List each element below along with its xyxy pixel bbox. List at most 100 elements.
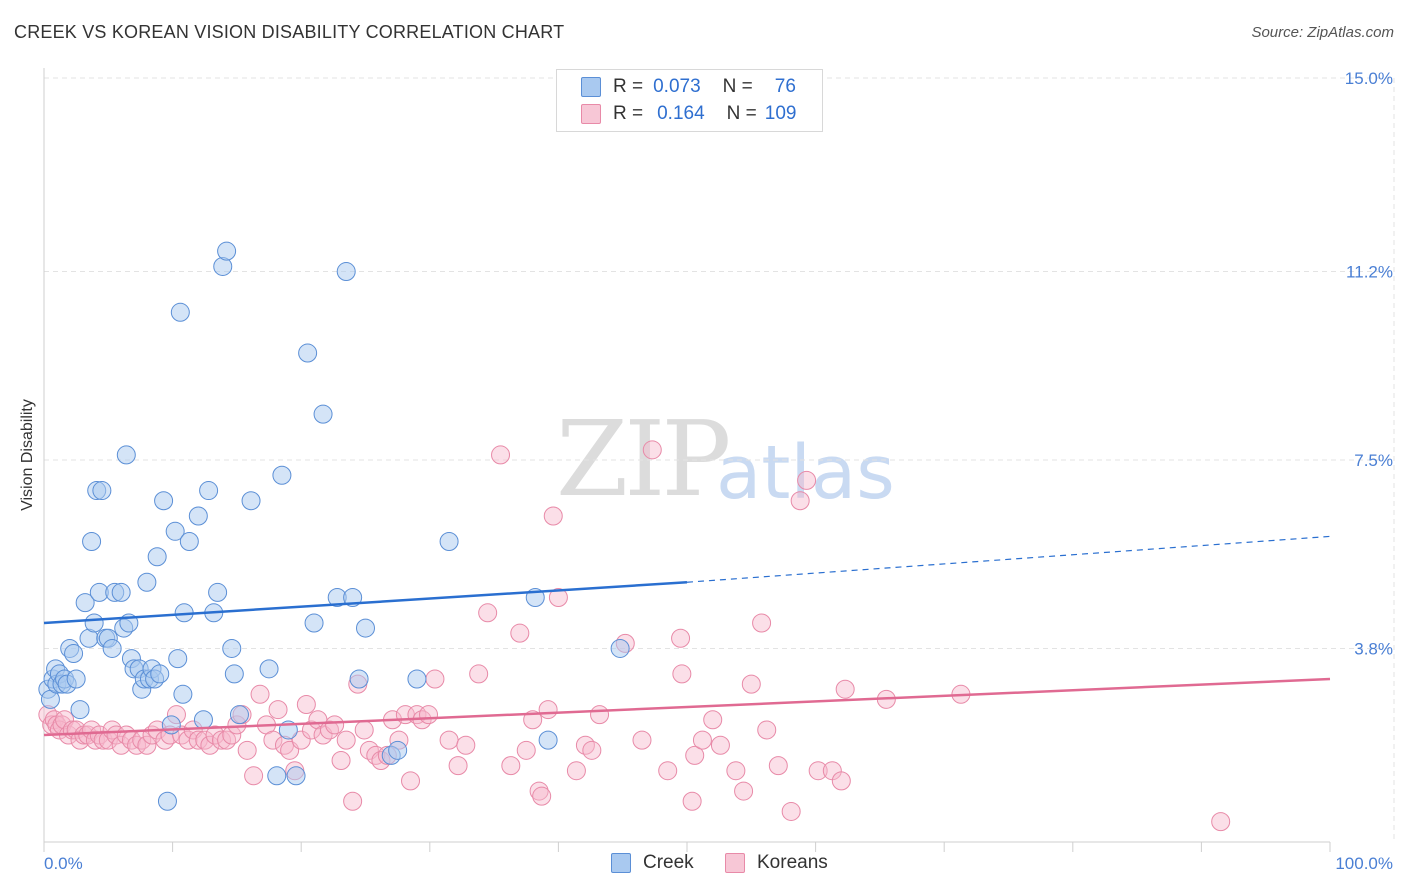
korean-point — [439, 730, 459, 750]
series-legend: Creek Koreans — [0, 852, 1406, 876]
watermark-zip: ZIP — [556, 398, 731, 520]
korean-point — [529, 781, 549, 801]
korean-point — [425, 669, 445, 689]
creek-point — [157, 791, 177, 811]
creek-point — [222, 638, 242, 658]
korean-point — [752, 613, 772, 633]
korean-point — [1211, 812, 1231, 832]
korean-point — [127, 735, 147, 755]
korean-point — [478, 603, 498, 623]
korean-point — [331, 751, 351, 771]
creek-point — [111, 582, 131, 602]
creek-point — [84, 613, 104, 633]
korean-point — [548, 588, 568, 608]
korean-point — [632, 730, 652, 750]
korean-point — [178, 730, 198, 750]
creek-point — [137, 572, 157, 592]
creek-point — [272, 465, 292, 485]
korean-point — [768, 756, 788, 776]
trend-lines — [43, 535, 1331, 737]
korean-point — [538, 700, 558, 720]
creek-point — [168, 649, 188, 669]
korean-point — [102, 720, 122, 740]
creek-point — [64, 644, 84, 664]
korean-point — [726, 761, 746, 781]
creek-point — [538, 730, 558, 750]
creek-point — [66, 669, 86, 689]
legend-row-koreans: R = 0.164 N = 109 — [581, 103, 796, 125]
creek-point — [241, 491, 261, 511]
creek-point — [82, 531, 102, 551]
koreans-n-value: 109 — [764, 103, 797, 124]
korean-point — [575, 735, 595, 755]
creek-point — [388, 740, 408, 760]
korean-point — [703, 710, 723, 730]
korean-point — [111, 735, 131, 755]
korean-point — [263, 730, 283, 750]
creek-point — [286, 766, 306, 786]
creek-point — [407, 669, 427, 689]
korean-point — [448, 756, 468, 776]
legend-item-koreans: Koreans — [725, 852, 828, 874]
korean-point — [831, 771, 851, 791]
creek-point — [92, 481, 112, 501]
korean-point — [808, 761, 828, 781]
x-tick-label: 100.0% — [1335, 854, 1393, 873]
koreans-legend-label: Koreans — [757, 852, 828, 873]
creek-point — [298, 343, 318, 363]
creek-point — [610, 638, 630, 658]
koreans-r-value: 0.164 — [657, 103, 705, 124]
korean-point — [217, 730, 237, 750]
korean-point — [582, 740, 602, 760]
creek-point — [224, 664, 244, 684]
korean-point — [319, 720, 339, 740]
creek-point — [161, 715, 181, 735]
creek-point — [147, 547, 167, 567]
korean-point — [734, 781, 754, 801]
korean-point — [692, 730, 712, 750]
koreans-n-label: N = — [726, 103, 757, 124]
korean-point — [781, 801, 801, 821]
creek-n-value: 76 — [774, 76, 796, 97]
creek-point — [70, 700, 90, 720]
creek-point — [336, 262, 356, 282]
korean-point — [682, 791, 702, 811]
creek-point — [116, 445, 136, 465]
creek-point — [102, 638, 122, 658]
korean-point — [543, 506, 563, 526]
source-label: Source: ZipAtlas.com — [1251, 24, 1394, 41]
korean-point — [268, 700, 288, 720]
korean-point — [291, 730, 311, 750]
korean-point — [741, 674, 761, 694]
koreans-trend-line — [43, 677, 1331, 737]
korean-point — [501, 756, 521, 776]
koreans-r-label: R = — [613, 103, 644, 124]
koreans-swatch — [581, 104, 601, 124]
legend-item-creek: Creek — [611, 852, 694, 874]
korean-point — [137, 735, 157, 755]
correlation-legend: R = 0.073 N = 76 R = 0.164 N = 109 — [556, 69, 823, 132]
korean-point — [211, 730, 231, 750]
creek-legend-label: Creek — [643, 852, 694, 873]
korean-point — [658, 761, 678, 781]
creek-point — [267, 766, 287, 786]
axes — [43, 68, 1331, 852]
korean-point — [685, 745, 705, 765]
korean-point — [354, 720, 374, 740]
creek-point — [199, 481, 219, 501]
y-tick-label: 3.8% — [1354, 639, 1393, 658]
creek-point — [217, 241, 237, 261]
creek-point — [259, 659, 279, 679]
x-tick-label: 0.0% — [44, 854, 83, 873]
creek-point — [150, 664, 170, 684]
creek-point — [173, 684, 193, 704]
korean-point — [401, 771, 421, 791]
korean-point — [89, 725, 109, 745]
korean-point — [195, 730, 215, 750]
korean-point — [237, 740, 257, 760]
creek-point — [170, 302, 190, 322]
korean-point — [325, 715, 345, 735]
creek-swatch — [581, 77, 601, 97]
creek-n-label: N = — [722, 76, 753, 97]
